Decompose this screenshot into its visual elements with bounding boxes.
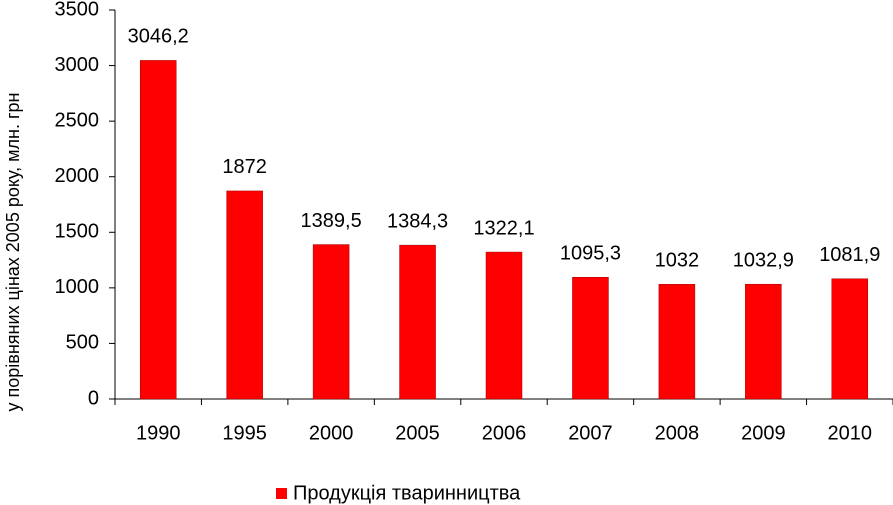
value-label: 1872: [222, 156, 267, 178]
x-tick-label: 2009: [741, 422, 786, 444]
legend-swatch: [276, 488, 287, 499]
bar: [572, 277, 609, 400]
x-tick-label: 1990: [136, 422, 181, 444]
value-label: 1322,1: [473, 217, 534, 239]
bar: [139, 60, 177, 400]
value-label: 1032,9: [733, 249, 794, 271]
y-tick-label: 2000: [55, 165, 100, 187]
x-tick-label: 2006: [482, 422, 527, 444]
x-tick-label: 2007: [568, 422, 613, 444]
value-label: 1389,5: [301, 210, 362, 232]
value-label: 1081,9: [819, 244, 880, 266]
bar: [658, 284, 696, 400]
y-tick-label: 2500: [55, 109, 100, 131]
y-axis-label: у порівняних цінах 2005 року, млн. грн: [3, 93, 23, 412]
x-tick-label: 2005: [395, 422, 440, 444]
legend-label: Продукція тваринництва: [293, 482, 521, 504]
y-tick-label: 500: [66, 332, 99, 354]
value-label: 3046,2: [128, 26, 189, 48]
bar: [399, 244, 436, 400]
y-tick-label: 3000: [55, 54, 100, 76]
bar: [745, 283, 782, 400]
x-tick-label: 2010: [828, 422, 873, 444]
y-tick-label: 1500: [55, 221, 100, 243]
value-label: 1095,3: [560, 243, 621, 265]
y-tick-label: 0: [88, 387, 99, 409]
y-tick-label: 3500: [55, 0, 100, 20]
x-tick-label: 2000: [309, 422, 354, 444]
x-tick-label: 2008: [655, 422, 700, 444]
bar: [485, 251, 523, 400]
bar: [226, 190, 263, 400]
value-label: 1384,3: [387, 210, 448, 232]
value-label: 1032: [655, 250, 700, 272]
x-tick-label: 1995: [222, 422, 267, 444]
bar: [312, 244, 350, 400]
y-tick-label: 1000: [55, 276, 100, 298]
bar: [831, 278, 869, 400]
